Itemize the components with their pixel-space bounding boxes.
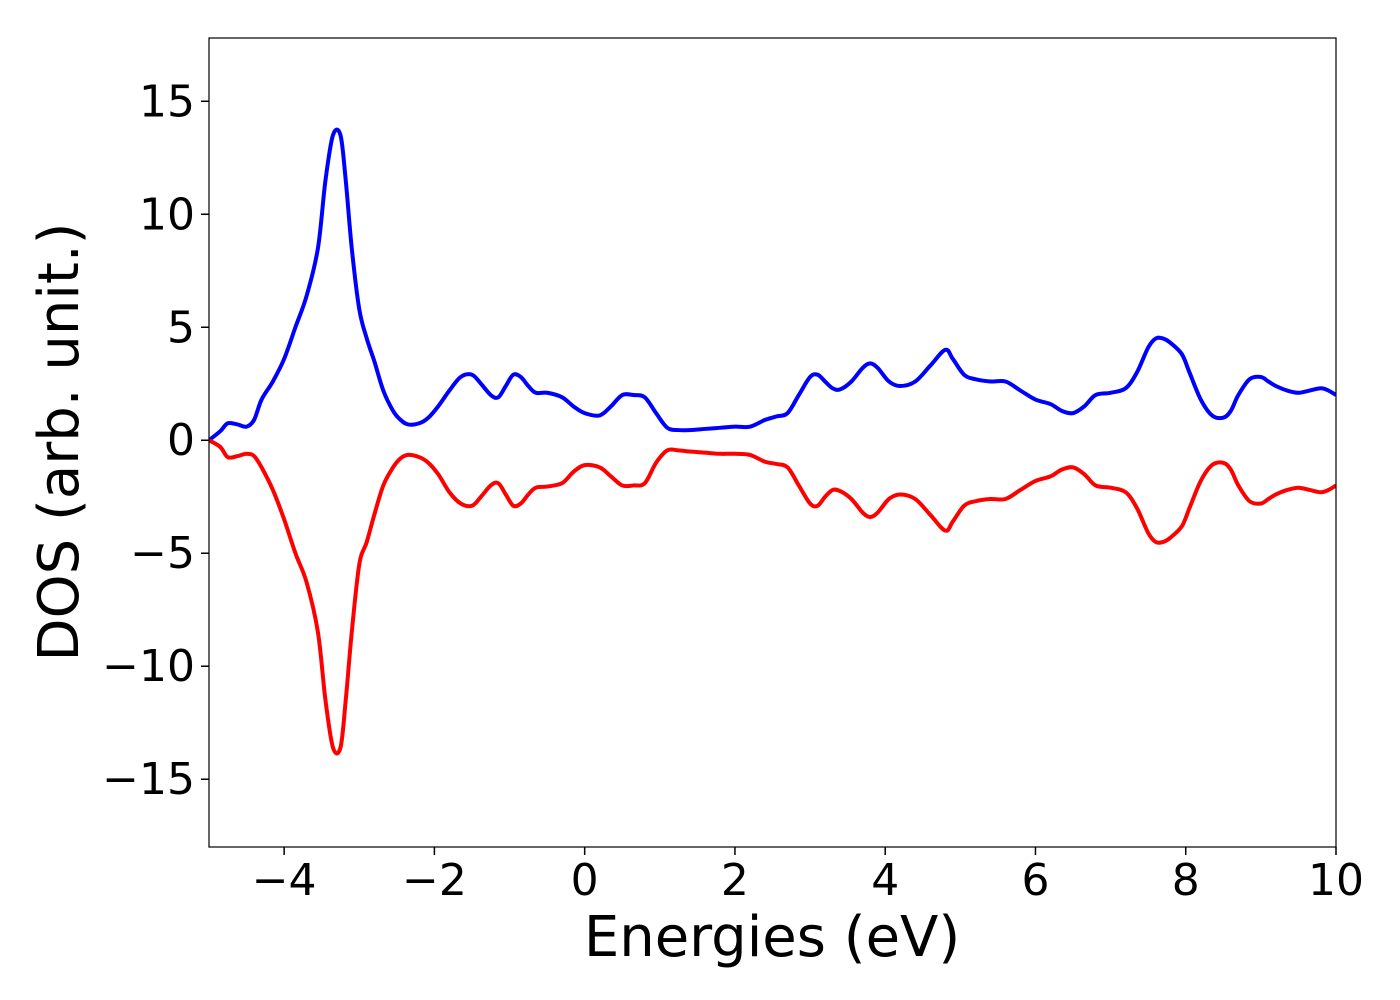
x-tick-label: 2 bbox=[721, 855, 749, 906]
x-tick-label: 0 bbox=[571, 855, 599, 906]
y-tick-label: 0 bbox=[167, 415, 195, 466]
y-tick-label: −5 bbox=[130, 528, 195, 579]
y-axis-label: DOS (arb. unit.) bbox=[27, 222, 92, 661]
series-line-1 bbox=[209, 438, 1336, 756]
x-tick-label: −4 bbox=[252, 855, 317, 906]
x-tick-label: 4 bbox=[871, 855, 899, 906]
x-tick-label: 10 bbox=[1308, 855, 1364, 906]
x-tick-label: 6 bbox=[1021, 855, 1049, 906]
y-tick-label: −15 bbox=[102, 754, 195, 805]
y-tick-label: −10 bbox=[102, 641, 195, 692]
y-tick-label: 5 bbox=[167, 302, 195, 353]
x-tick-label: −2 bbox=[402, 855, 467, 906]
y-tick-label: 15 bbox=[139, 76, 195, 127]
y-axis: 15 10 5 0 −5 −10 −15 bbox=[102, 76, 209, 805]
x-axis-label: Energies (eV) bbox=[584, 905, 960, 970]
series-layer bbox=[209, 127, 1336, 756]
plot-area bbox=[208, 37, 1337, 848]
y-tick-label: 10 bbox=[139, 189, 195, 240]
axes-frame bbox=[208, 37, 1337, 848]
x-tick-label: 8 bbox=[1172, 855, 1200, 906]
x-axis: −4 −2 0 2 4 6 8 10 bbox=[252, 847, 1364, 906]
series-line-0 bbox=[209, 127, 1336, 442]
